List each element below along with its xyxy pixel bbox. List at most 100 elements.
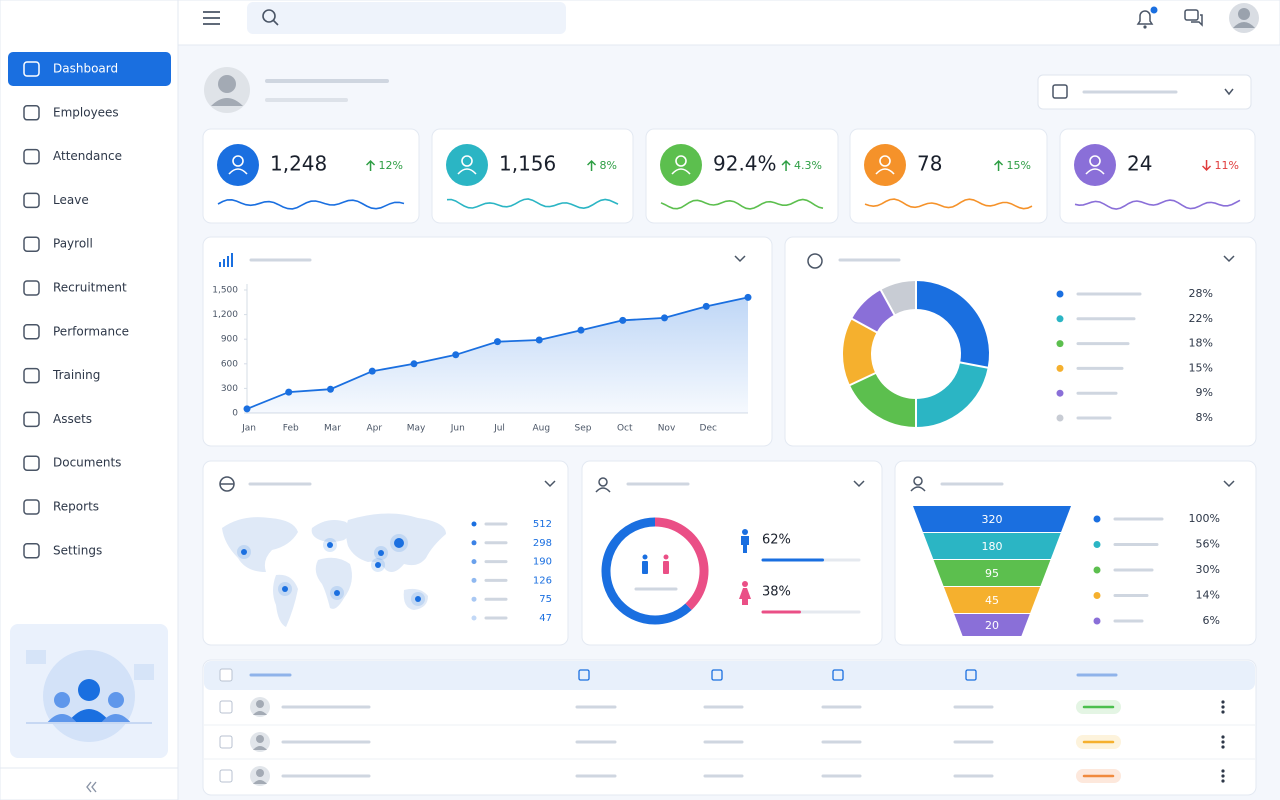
x-tick-label: Aug — [532, 424, 550, 434]
nav-item[interactable]: Leave — [53, 193, 89, 207]
nav-icon — [23, 455, 40, 471]
row-avatar — [256, 769, 264, 777]
checkbox[interactable] — [219, 668, 233, 682]
x-tick-label: Jan — [241, 424, 256, 434]
nav-icon — [23, 499, 40, 515]
checkbox[interactable] — [219, 769, 233, 783]
nav-item[interactable]: Attendance — [53, 149, 122, 163]
menu-icon[interactable] — [203, 11, 220, 25]
chat-icon[interactable] — [1184, 9, 1203, 27]
chevrons[interactable] — [544, 255, 1235, 488]
person-icon — [742, 581, 748, 587]
x-tick-label: Oct — [617, 424, 633, 434]
kpi-change: 4.3% — [794, 159, 822, 172]
row-menu[interactable] — [1221, 710, 1225, 714]
gender-card — [581, 460, 883, 646]
legend-dot — [471, 615, 477, 621]
donut-segment — [915, 281, 989, 368]
segment-gap — [850, 317, 878, 334]
row-menu[interactable] — [1221, 774, 1225, 778]
user-avatar[interactable] — [1229, 3, 1259, 33]
collapse-icon[interactable] — [91, 781, 97, 793]
row-avatar — [256, 735, 264, 743]
legend-dot — [1093, 515, 1101, 523]
trend-arrow — [587, 159, 597, 171]
kpi-change: 12% — [379, 159, 403, 172]
legend-dot — [471, 559, 477, 565]
nav-item[interactable]: Employees — [53, 105, 119, 119]
row-menu[interactable] — [1221, 740, 1225, 744]
nav-icon — [23, 280, 40, 296]
nav-item[interactable]: Recruitment — [53, 281, 127, 295]
y-tick-label: 600 — [221, 359, 238, 369]
kpi-change: 11% — [1215, 159, 1239, 172]
row-menu[interactable] — [1221, 745, 1225, 749]
kpi-icon-glyph — [671, 168, 691, 175]
kpi-value: 24 — [1127, 152, 1152, 176]
row-menu[interactable] — [1221, 705, 1225, 709]
collapse-icon[interactable] — [86, 781, 92, 793]
legend-dot — [471, 540, 477, 546]
column-icon — [965, 669, 977, 681]
sparkline — [1074, 199, 1241, 210]
point — [410, 360, 418, 368]
nav-item[interactable]: Dashboard — [53, 62, 118, 76]
sparkline — [446, 198, 619, 210]
y-tick-label: 900 — [221, 335, 238, 345]
checkbox[interactable] — [219, 735, 233, 749]
checkbox[interactable] — [219, 700, 233, 714]
nav-icon — [23, 61, 40, 77]
nav-icon — [23, 411, 40, 428]
notification-icon[interactable] — [1136, 6, 1158, 29]
nav-item[interactable]: Reports — [53, 500, 99, 514]
region-value: 512 — [533, 519, 552, 530]
funnel-value: 180 — [982, 540, 1003, 553]
funnel-value: 20 — [985, 619, 999, 632]
legend-dot — [1056, 290, 1064, 298]
kpi-icon-glyph — [461, 155, 473, 167]
segment-gap — [879, 288, 896, 316]
search-box[interactable] — [247, 2, 566, 34]
nav-item[interactable]: Assets — [53, 412, 92, 426]
row-menu[interactable] — [1221, 779, 1225, 783]
x-tick-label: Mar — [324, 424, 341, 434]
nav-item[interactable]: Settings — [53, 543, 102, 557]
card-header-icons — [219, 253, 926, 493]
column-icon — [578, 669, 590, 681]
kpi-icon — [660, 144, 702, 186]
legend-value: 28% — [1189, 287, 1213, 300]
person-icon — [741, 536, 749, 553]
legend-dot — [1056, 389, 1064, 397]
region-value: 190 — [533, 557, 552, 568]
kpi-icon — [1074, 144, 1116, 186]
kpi-icon-glyph — [675, 155, 687, 167]
nav-item[interactable]: Performance — [53, 324, 129, 338]
legend-dot — [1056, 414, 1064, 422]
donut-segment — [843, 318, 877, 386]
row-menu[interactable] — [1221, 735, 1225, 739]
funnel-value: 95 — [985, 567, 999, 580]
nav-item[interactable]: Documents — [53, 456, 121, 470]
x-tick-label: Nov — [658, 424, 676, 434]
nav-item[interactable]: Payroll — [53, 237, 93, 251]
gender-value: 62% — [762, 533, 791, 548]
x-tick-label: Jun — [450, 424, 465, 434]
segment-gap — [959, 361, 989, 369]
point — [619, 316, 627, 324]
row-avatar — [253, 711, 267, 715]
calendar-icon — [1052, 84, 1068, 99]
row-menu[interactable] — [1221, 769, 1225, 773]
nav-item[interactable]: Training — [52, 368, 100, 382]
trend-arrow — [366, 159, 376, 171]
funnel-percent: 14% — [1196, 589, 1220, 602]
point — [368, 367, 376, 375]
x-tick-label: Sep — [575, 424, 592, 434]
funnel-stage — [933, 560, 1051, 586]
kpi-icon — [446, 144, 488, 186]
row-menu[interactable] — [1221, 700, 1225, 704]
donut-segment — [880, 281, 917, 315]
funnel-stage — [913, 506, 1071, 532]
area — [247, 297, 748, 413]
person-icon — [742, 529, 748, 535]
